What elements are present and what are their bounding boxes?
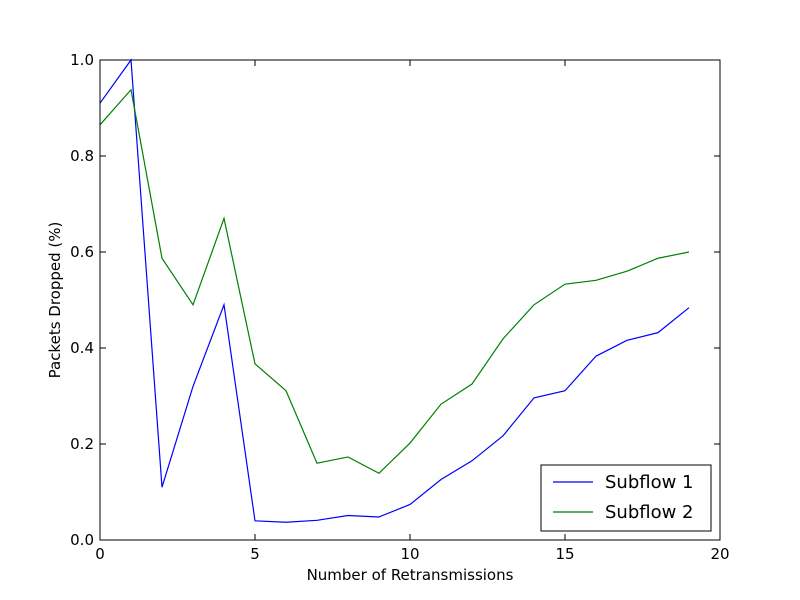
x-tick-label: 0 xyxy=(95,545,105,563)
series-layer xyxy=(99,58,690,523)
x-tick-label: 10 xyxy=(400,545,419,563)
y-tick-label: 0.0 xyxy=(70,531,94,549)
y-tick-label: 0.8 xyxy=(70,147,94,165)
y-tick-label: 0.4 xyxy=(70,339,94,357)
legend-label-subflow-2: Subflow 2 xyxy=(605,502,694,523)
series-line-subflow-1 xyxy=(99,58,690,523)
x-axis-label: Number of Retransmissions xyxy=(307,566,514,584)
series-line-subflow-2 xyxy=(99,88,690,475)
y-tick-label: 1.0 xyxy=(70,51,94,69)
legend-frame xyxy=(540,464,712,532)
legend-label-subflow-1: Subflow 1 xyxy=(605,472,694,493)
y-tick-label: 0.6 xyxy=(70,243,94,261)
y-axis-label: Packets Dropped (%) xyxy=(46,222,64,379)
x-tick-label: 20 xyxy=(710,545,729,563)
legend: Subflow 1 Subflow 2 xyxy=(540,464,712,532)
x-tick-label: 15 xyxy=(555,545,574,563)
tick-layer: 0 5 10 15 20 0.0 0.2 0.4 0.6 0.8 1.0 xyxy=(70,51,729,563)
x-tick-label: 5 xyxy=(250,545,260,563)
y-tick-label: 0.2 xyxy=(70,435,94,453)
